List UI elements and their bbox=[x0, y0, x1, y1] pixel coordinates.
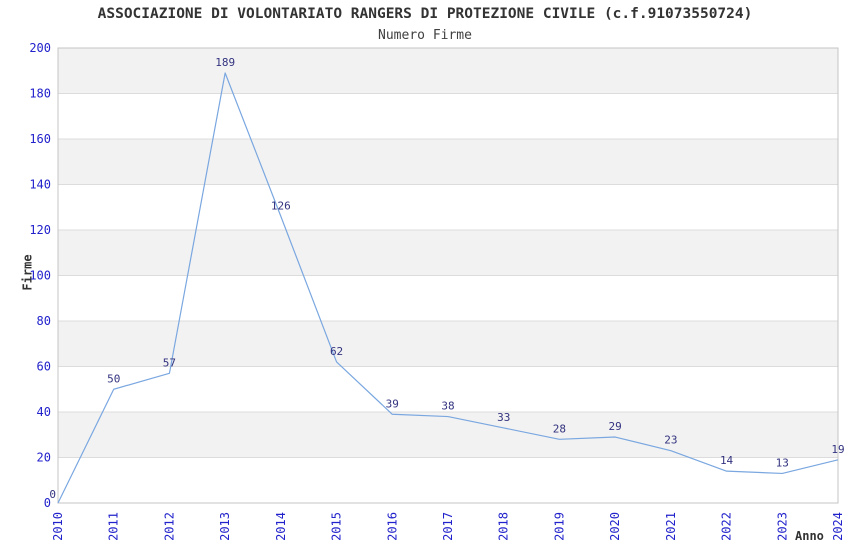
x-tick-label: 2022 bbox=[720, 512, 734, 541]
grid-band bbox=[58, 230, 838, 276]
grid-band bbox=[58, 321, 838, 367]
x-tick-label: 2018 bbox=[497, 512, 511, 541]
data-point-label: 0 bbox=[49, 488, 56, 501]
grid-band bbox=[58, 412, 838, 458]
y-tick-label: 100 bbox=[29, 269, 51, 283]
x-tick-label: 2014 bbox=[274, 512, 288, 541]
y-tick-label: 40 bbox=[37, 405, 51, 419]
x-tick-label: 2012 bbox=[162, 512, 176, 541]
chart-title: ASSOCIAZIONE DI VOLONTARIATO RANGERS DI … bbox=[97, 6, 753, 22]
data-point-label: 14 bbox=[720, 454, 734, 467]
x-tick-label: 2023 bbox=[775, 512, 789, 541]
x-tick-label: 2017 bbox=[441, 512, 455, 541]
series-line bbox=[57, 72, 839, 504]
data-point-label: 62 bbox=[330, 345, 343, 358]
chart-subtitle: Numero Firme bbox=[378, 28, 472, 43]
data-point-label: 38 bbox=[441, 400, 454, 413]
grid-band bbox=[58, 48, 838, 94]
data-point-label: 189 bbox=[215, 56, 235, 69]
y-tick-label: 200 bbox=[29, 41, 51, 55]
y-tick-label: 80 bbox=[37, 314, 51, 328]
data-point-label: 29 bbox=[609, 420, 622, 433]
x-tick-label: 2016 bbox=[385, 512, 399, 541]
data-point-label: 23 bbox=[664, 434, 677, 447]
x-tick-label: 2020 bbox=[608, 512, 622, 541]
data-point-label: 19 bbox=[831, 443, 844, 456]
y-tick-label: 180 bbox=[29, 87, 51, 101]
x-tick-label: 2019 bbox=[552, 512, 566, 541]
data-point-label: 50 bbox=[107, 372, 120, 385]
x-tick-label: 2011 bbox=[107, 512, 121, 541]
x-tick-label: 2021 bbox=[664, 512, 678, 541]
data-point-label: 57 bbox=[163, 356, 176, 369]
y-tick-label: 160 bbox=[29, 132, 51, 146]
data-point-label: 28 bbox=[553, 422, 566, 435]
x-tick-label: 2010 bbox=[51, 512, 65, 541]
data-point-label: 33 bbox=[497, 411, 510, 424]
x-tick-label: 2015 bbox=[330, 512, 344, 541]
data-point-label: 13 bbox=[776, 456, 789, 469]
plot-border bbox=[57, 47, 839, 504]
y-tick-label: 120 bbox=[29, 223, 51, 237]
y-tick-label: 140 bbox=[29, 178, 51, 192]
grid-band bbox=[58, 139, 838, 185]
y-tick-label: 60 bbox=[37, 360, 51, 374]
x-axis-label: Anno bbox=[795, 529, 824, 543]
data-point-label: 39 bbox=[386, 397, 399, 410]
data-point-label: 126 bbox=[271, 199, 291, 212]
x-tick-label: 2013 bbox=[218, 512, 232, 541]
x-tick-label: 2024 bbox=[831, 512, 845, 541]
y-tick-label: 0 bbox=[44, 496, 51, 510]
y-tick-label: 20 bbox=[37, 451, 51, 465]
